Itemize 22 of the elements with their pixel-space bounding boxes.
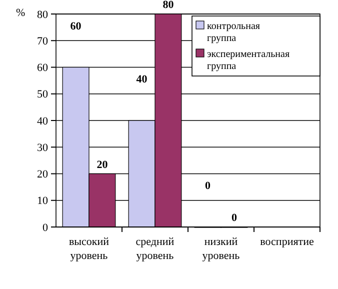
y-tick-label: 0 — [42, 222, 48, 234]
data-label: 20 — [96, 158, 108, 171]
legend-label: контрольная группа — [207, 21, 260, 44]
y-tick-label: 10 — [37, 195, 48, 208]
y-tick-label: 30 — [37, 142, 48, 154]
x-tick-label: низкий уровень — [202, 236, 240, 262]
y-tick-label: 50 — [37, 88, 48, 101]
data-label: 80 — [162, 0, 174, 11]
data-label: 40 — [136, 74, 148, 86]
y-axis-title: % — [16, 7, 26, 19]
y-tick-label: 40 — [37, 115, 48, 128]
legend-label: экспериментальная группа — [207, 49, 290, 72]
data-label: 60 — [70, 20, 82, 32]
y-tick-label: 80 — [37, 8, 48, 21]
y-tick-label: 20 — [37, 168, 48, 181]
x-tick-label: средний уровень — [136, 236, 174, 262]
data-label: 0 — [231, 212, 238, 224]
y-tick-label: 70 — [37, 35, 48, 48]
x-tick-label: восприятие — [260, 236, 314, 248]
x-tick-label: высокий уровень — [68, 236, 110, 262]
y-tick-label: 60 — [37, 62, 48, 74]
data-label: 0 — [205, 180, 212, 192]
